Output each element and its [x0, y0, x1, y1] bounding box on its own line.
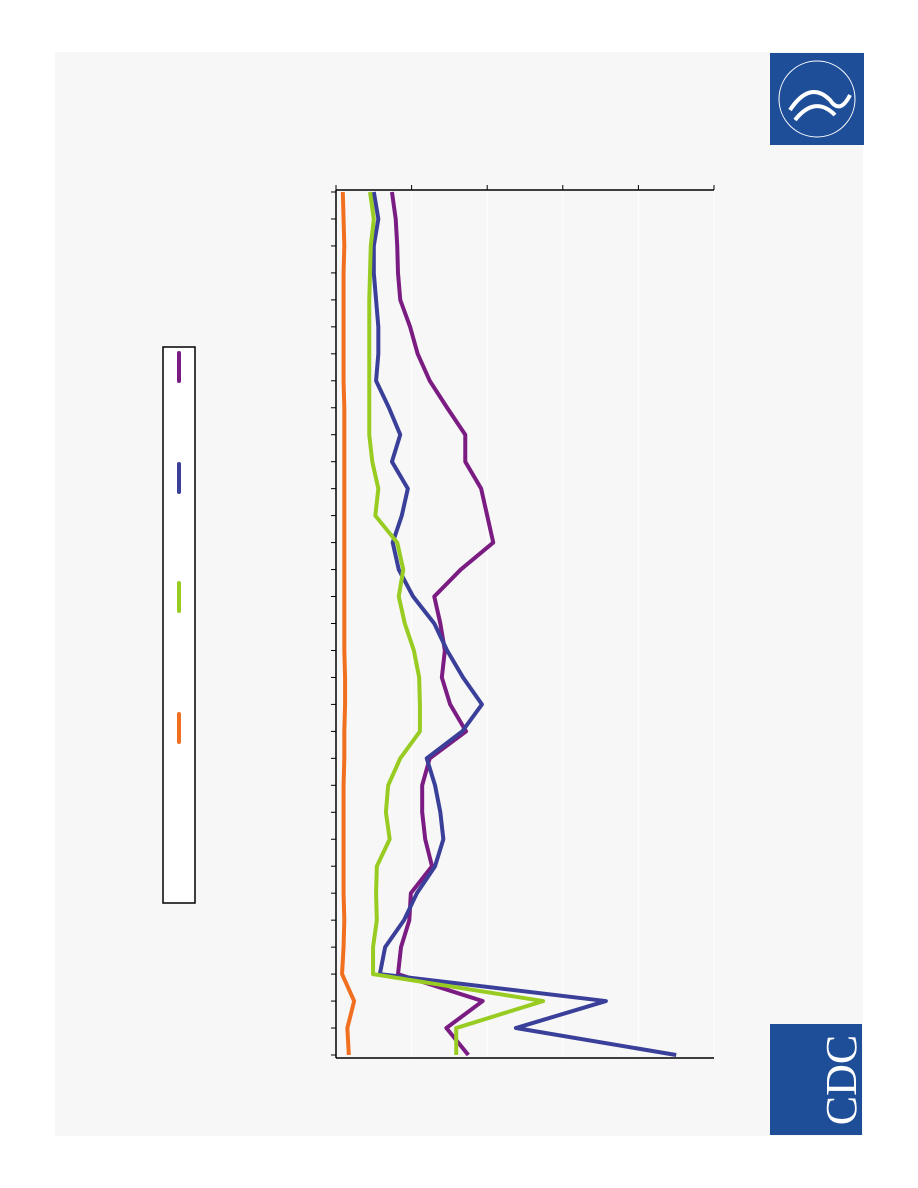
series-line [340, 191, 357, 1056]
plot-area [336, 190, 714, 1058]
series-line [367, 191, 546, 1055]
series-line [371, 191, 677, 1057]
cdc-logo [770, 1024, 862, 1135]
chart [177, 185, 715, 1059]
hhs-logo-ring [778, 60, 856, 138]
legend [162, 346, 196, 904]
hhs-logo-mark [788, 90, 852, 122]
cdc-logo-text: CDC [817, 1035, 866, 1125]
